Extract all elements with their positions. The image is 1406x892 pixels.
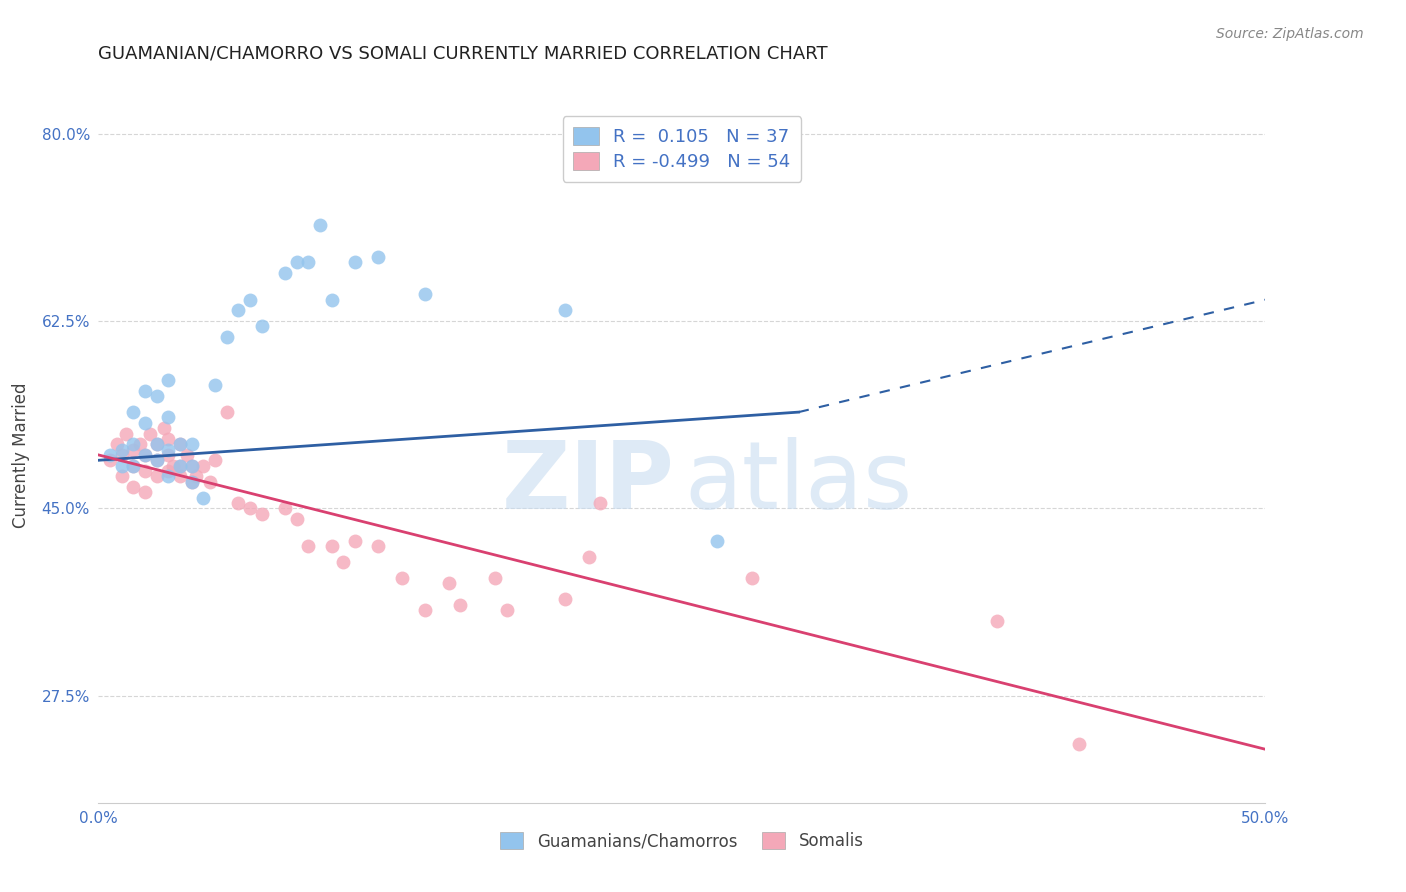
Point bbox=[204, 378, 226, 392]
Point bbox=[274, 266, 297, 280]
Point bbox=[157, 448, 180, 462]
Point bbox=[146, 389, 169, 403]
Point bbox=[321, 539, 343, 553]
Point bbox=[169, 437, 191, 451]
Point bbox=[157, 442, 180, 457]
Point bbox=[193, 491, 215, 505]
Point bbox=[496, 603, 519, 617]
Point bbox=[134, 448, 156, 462]
Text: GUAMANIAN/CHAMORRO VS SOMALI CURRENTLY MARRIED CORRELATION CHART: GUAMANIAN/CHAMORRO VS SOMALI CURRENTLY M… bbox=[98, 45, 828, 62]
Point bbox=[180, 475, 202, 489]
Point bbox=[193, 458, 215, 473]
Text: atlas: atlas bbox=[685, 437, 912, 529]
Point bbox=[578, 549, 600, 564]
Point bbox=[344, 533, 367, 548]
Point bbox=[554, 303, 576, 318]
Point bbox=[111, 469, 134, 483]
Point bbox=[162, 458, 184, 473]
Point bbox=[332, 555, 354, 569]
Point bbox=[204, 453, 226, 467]
Point bbox=[157, 410, 180, 425]
Point bbox=[157, 432, 180, 446]
Point bbox=[180, 458, 202, 473]
Point bbox=[186, 469, 208, 483]
Point bbox=[437, 576, 460, 591]
Point bbox=[134, 416, 156, 430]
Point bbox=[169, 469, 191, 483]
Point bbox=[297, 539, 319, 553]
Point bbox=[228, 496, 250, 510]
Point bbox=[105, 437, 128, 451]
Point bbox=[239, 501, 262, 516]
Point bbox=[176, 448, 198, 462]
Point bbox=[122, 442, 145, 457]
Point bbox=[274, 501, 297, 516]
Point bbox=[180, 437, 202, 451]
Legend: Guamanians/Chamorros, Somalis: Guamanians/Chamorros, Somalis bbox=[494, 826, 870, 857]
Text: Source: ZipAtlas.com: Source: ZipAtlas.com bbox=[1216, 27, 1364, 41]
Point bbox=[139, 426, 162, 441]
Point bbox=[122, 437, 145, 451]
Point bbox=[98, 448, 121, 462]
Text: ZIP: ZIP bbox=[502, 437, 675, 529]
Point bbox=[285, 512, 308, 526]
Point bbox=[157, 373, 180, 387]
Point bbox=[741, 571, 763, 585]
Point bbox=[146, 469, 169, 483]
Point bbox=[146, 437, 169, 451]
Point bbox=[309, 218, 332, 232]
Point bbox=[215, 330, 238, 344]
Point bbox=[1067, 737, 1090, 751]
Point bbox=[111, 448, 134, 462]
Point bbox=[180, 458, 202, 473]
Point bbox=[200, 475, 222, 489]
Point bbox=[706, 533, 728, 548]
Y-axis label: Currently Married: Currently Married bbox=[13, 382, 31, 528]
Point bbox=[285, 255, 308, 269]
Point bbox=[134, 448, 156, 462]
Point bbox=[169, 458, 191, 473]
Point bbox=[297, 255, 319, 269]
Point bbox=[146, 437, 169, 451]
Point bbox=[129, 437, 152, 451]
Point bbox=[169, 437, 191, 451]
Point bbox=[554, 592, 576, 607]
Point bbox=[215, 405, 238, 419]
Point bbox=[180, 475, 202, 489]
Point bbox=[169, 458, 191, 473]
Point bbox=[134, 384, 156, 398]
Point bbox=[111, 458, 134, 473]
Point bbox=[250, 319, 273, 334]
Point bbox=[111, 442, 134, 457]
Point bbox=[146, 453, 169, 467]
Point bbox=[250, 507, 273, 521]
Point bbox=[449, 598, 471, 612]
Point bbox=[152, 421, 174, 435]
Point bbox=[122, 480, 145, 494]
Point bbox=[134, 464, 156, 478]
Point bbox=[122, 405, 145, 419]
Point bbox=[115, 426, 138, 441]
Point bbox=[367, 539, 389, 553]
Point bbox=[239, 293, 262, 307]
Point bbox=[122, 458, 145, 473]
Point bbox=[986, 614, 1008, 628]
Point bbox=[228, 303, 250, 318]
Point bbox=[98, 453, 121, 467]
Point bbox=[134, 485, 156, 500]
Point bbox=[484, 571, 506, 585]
Point bbox=[157, 464, 180, 478]
Point bbox=[321, 293, 343, 307]
Point bbox=[413, 603, 436, 617]
Point bbox=[589, 496, 612, 510]
Point bbox=[344, 255, 367, 269]
Point bbox=[391, 571, 413, 585]
Point bbox=[146, 453, 169, 467]
Point bbox=[157, 469, 180, 483]
Point bbox=[413, 287, 436, 301]
Point bbox=[367, 250, 389, 264]
Point bbox=[122, 458, 145, 473]
